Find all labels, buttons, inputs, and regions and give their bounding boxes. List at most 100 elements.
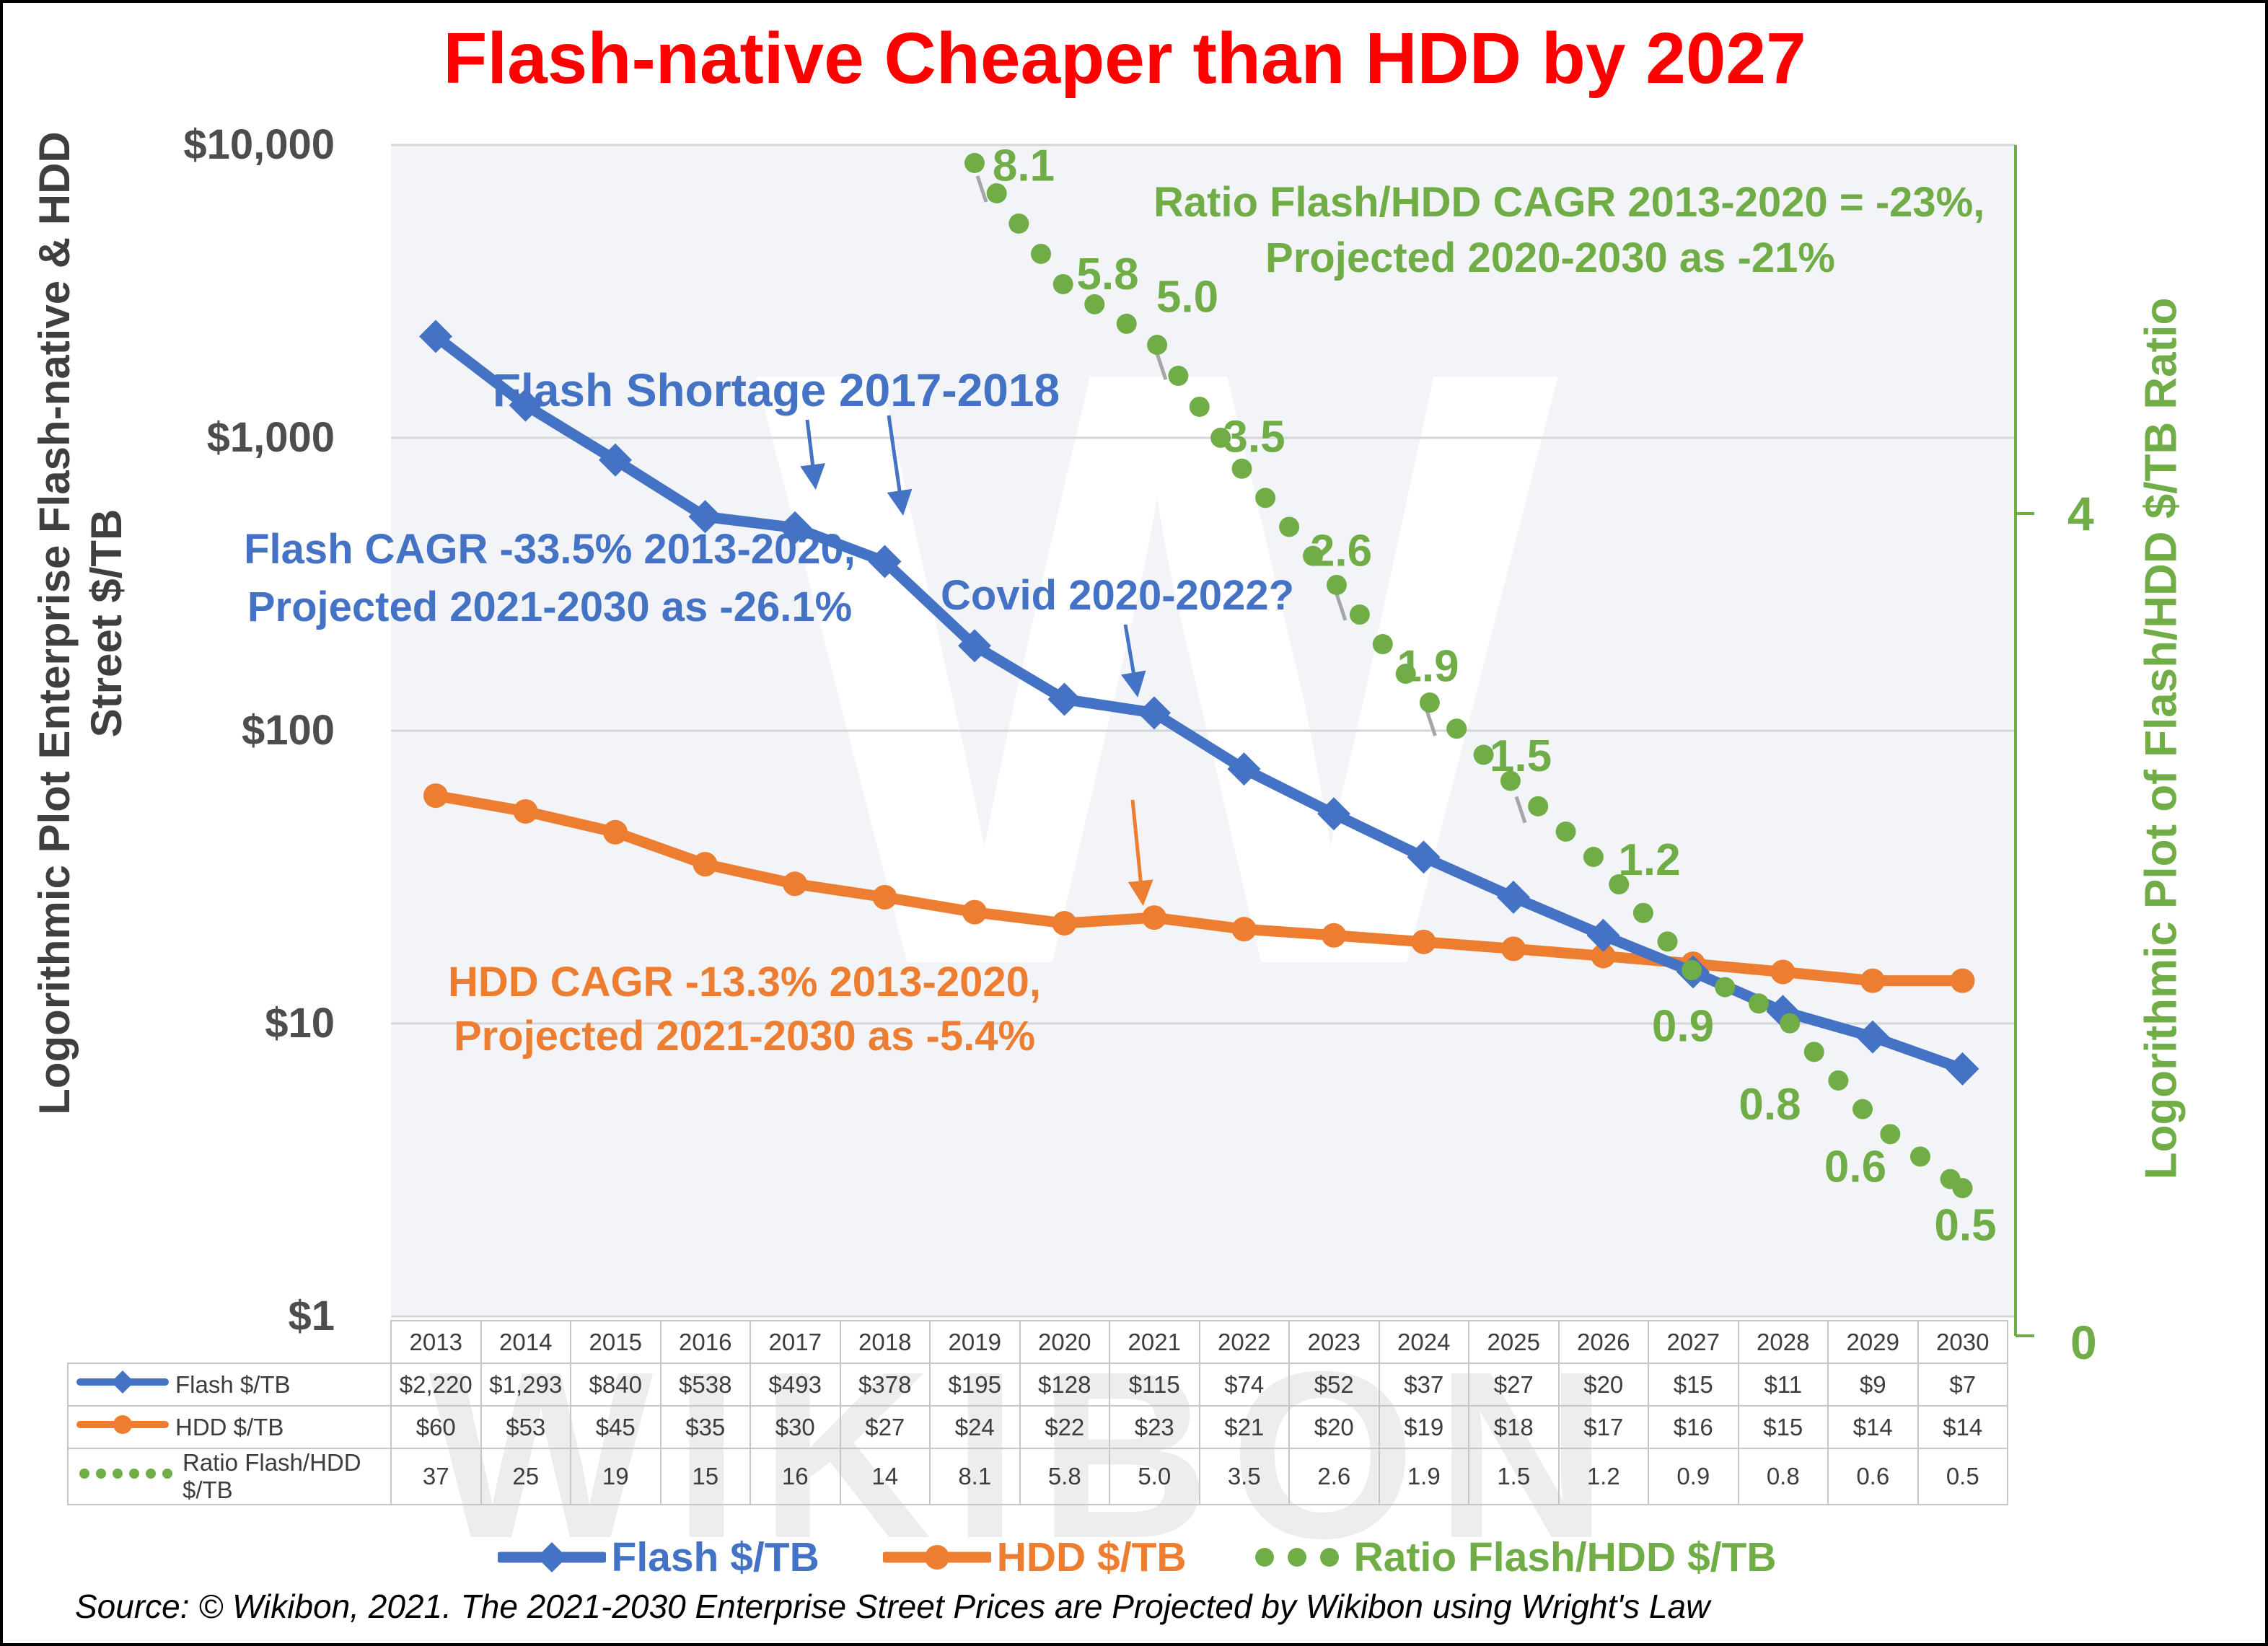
left-axis-title-line1: Logorithmic Plot Enterprise Flash-native…	[30, 131, 79, 1115]
ratio-label-0.9: 0.9	[1652, 1002, 1714, 1052]
table-cell: $14	[1917, 1405, 2008, 1449]
year-header-cell: 2024	[1378, 1320, 1469, 1364]
ratio-label-1.9: 1.9	[1397, 641, 1459, 691]
hdd-series	[423, 783, 1975, 993]
table-cell: $16	[1648, 1405, 1739, 1449]
annotation-arrows	[800, 415, 1153, 906]
table-cell: $52	[1288, 1363, 1380, 1407]
table-cell: $19	[1378, 1405, 1469, 1449]
table-cell: 5.0	[1109, 1448, 1200, 1505]
table-cell: $115	[1109, 1363, 1200, 1407]
table-cell: $17	[1557, 1405, 1649, 1449]
year-header-cell: 2028	[1737, 1320, 1829, 1364]
y-axis-tick-1: $1	[288, 1293, 335, 1339]
table-cell: 1.2	[1557, 1448, 1649, 1505]
year-header-cell: 2019	[929, 1320, 1021, 1364]
year-header-cell: 2015	[570, 1320, 662, 1364]
data-table: 2013 2014 2015 2016 2017 2018 2019 2020 2021 2022…	[67, 1320, 2008, 1505]
table-cell: $18	[1468, 1405, 1560, 1449]
row-label-flash: Flash $/TB	[67, 1363, 392, 1407]
table-cell: $60	[390, 1405, 482, 1449]
year-header-cell: 2013	[390, 1320, 482, 1364]
ratio-label-3.5: 3.5	[1223, 413, 1285, 462]
ratio-dots-icon	[1254, 1548, 1339, 1567]
annotation-ratio-cagr-line2: Projected 2020-2030 as -21%	[1265, 234, 1835, 281]
table-cell: $128	[1019, 1363, 1110, 1407]
flash-series	[419, 320, 1979, 1086]
source-note: Source: © Wikibon, 2021. The 2021-2030 E…	[75, 1588, 1710, 1625]
annotation-hdd-cagr: HDD CAGR -13.3% 2013-2020, Projected 202…	[384, 955, 1105, 1063]
table-cell: 16	[750, 1448, 841, 1505]
right-axis-title: Logorithmic Plot of Flash/HDD $/TB Ratio	[2136, 297, 2186, 1180]
table-cell: $15	[1737, 1405, 1829, 1449]
legend-label-hdd: HDD $/TB	[996, 1534, 1187, 1580]
table-cell: $1,293	[480, 1363, 571, 1407]
table-cell: $2,220	[390, 1363, 482, 1407]
table-cell: $9	[1827, 1363, 1919, 1407]
annotation-flash-shortage: Flash Shortage 2017-2018	[492, 364, 1060, 416]
table-cell: 3.5	[1198, 1448, 1290, 1505]
legend-item-hdd: HDD $/TB	[882, 1533, 1187, 1581]
table-cell: $22	[1019, 1405, 1110, 1449]
ratio-label-0.8: 0.8	[1739, 1080, 1801, 1130]
table-cell: 0.8	[1737, 1448, 1829, 1505]
y-axis-tick-100: $100	[241, 707, 335, 754]
table-cell: $20	[1557, 1363, 1649, 1407]
year-header-cell: 2027	[1648, 1320, 1739, 1364]
y-axis-tick-10: $10	[265, 1000, 335, 1047]
annotation-hdd-cagr-line1: HDD CAGR -13.3% 2013-2020,	[447, 959, 1042, 1005]
table-cell: 5.8	[1019, 1448, 1110, 1505]
table-cell: 19	[570, 1448, 662, 1505]
table-cell: $378	[839, 1363, 931, 1407]
year-header-cell: 2026	[1557, 1320, 1649, 1364]
y-axis-tick-10000: $10,000	[183, 121, 335, 168]
year-header-cell: 2022	[1198, 1320, 1290, 1364]
row-label-ratio: Ratio Flash/HDD $/TB	[67, 1448, 392, 1505]
table-cell: $538	[659, 1363, 751, 1407]
table-cell: 15	[659, 1448, 751, 1505]
annotation-hdd-cagr-line2: Projected 2021-2030 as -5.4%	[453, 1013, 1036, 1060]
table-cell: 8.1	[929, 1448, 1021, 1505]
legend-label-ratio: Ratio Flash/HDD $/TB	[1353, 1534, 1777, 1580]
legend-label-flash: Flash $/TB	[611, 1534, 819, 1580]
table-cell: $53	[480, 1405, 571, 1449]
ratio-point-labels: 8.1 5.8 5.0 3.5 2.6 1.9 1.5 1.2 0.9 0.8 0.6 0.5	[993, 141, 1997, 1251]
row-label-text: Flash $/TB	[175, 1370, 291, 1398]
ratio-label-5.8: 5.8	[1076, 250, 1138, 299]
table-cell: 25	[480, 1448, 571, 1505]
table-cell: $11	[1737, 1363, 1829, 1407]
table-cell: $37	[1378, 1363, 1469, 1407]
table-cell: 0.9	[1648, 1448, 1739, 1505]
label-leader-lines	[975, 175, 1527, 824]
ratio-marker-icon	[76, 1459, 177, 1494]
ratio-label-0.6: 0.6	[1824, 1143, 1886, 1192]
legend: Flash $/TB HDD $/TB Ratio Flash/HDD $/TB	[3, 1533, 2265, 1581]
table-cell: $27	[1468, 1363, 1560, 1407]
year-header-cell: 2017	[750, 1320, 841, 1364]
year-header-cell: 2016	[659, 1320, 751, 1364]
hdd-line-icon	[882, 1545, 991, 1570]
annotation-ratio-cagr: Ratio Flash/HDD CAGR 2013-2020 = -23%, P…	[1153, 175, 1984, 286]
row-label-text: Ratio Flash/HDD $/TB	[183, 1449, 361, 1503]
table-row: Ratio Flash/HDD $/TB 37 25 19 15 16 14 8.1 5.8 5.…	[67, 1448, 2008, 1505]
row-label-text: HDD $/TB	[175, 1413, 284, 1440]
table-cell: 1.9	[1378, 1448, 1469, 1505]
table-cell: 37	[390, 1448, 482, 1505]
table-row: HDD $/TB $60 $53 $45 $35 $30 $27 $24 $22 $23 $21 $2…	[67, 1405, 2008, 1449]
table-cell: $20	[1288, 1405, 1380, 1449]
ratio-label-5.0: 5.0	[1156, 273, 1218, 322]
ratio-label-1.2: 1.2	[1618, 835, 1680, 885]
ratio-label-1.5: 1.5	[1490, 731, 1552, 781]
hdd-marker-icon	[76, 1410, 170, 1445]
legend-item-flash: Flash $/TB	[497, 1533, 819, 1581]
table-cell: $30	[750, 1405, 841, 1449]
annotation-covid: Covid 2020-2022?	[940, 572, 1295, 619]
table-cell: $23	[1109, 1405, 1200, 1449]
table-cell: $45	[570, 1405, 662, 1449]
table-cell: 2.6	[1288, 1448, 1380, 1505]
annotation-flash-cagr-line1: Flash CAGR -33.5% 2013-2020,	[244, 526, 856, 573]
ratio-axis-tick-0: 0	[2070, 1316, 2097, 1369]
table-cell: $195	[929, 1363, 1021, 1407]
ratio-label-2.6: 2.6	[1310, 526, 1372, 576]
